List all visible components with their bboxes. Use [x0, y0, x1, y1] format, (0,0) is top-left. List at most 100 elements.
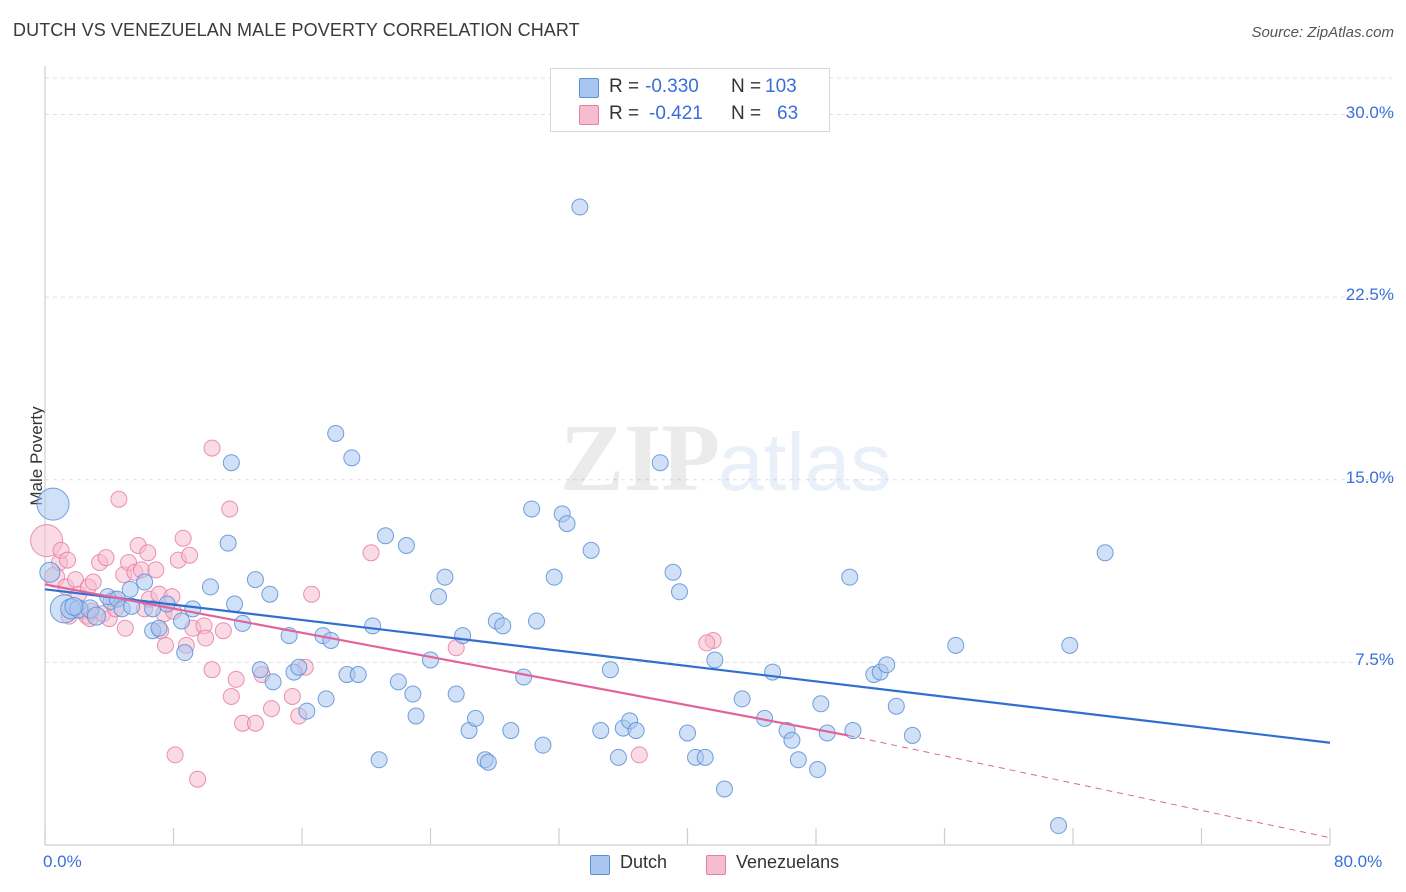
dutch-point — [571, 198, 589, 216]
dutch-point — [947, 636, 965, 654]
dutch-trend-line — [44, 588, 1331, 744]
dutch-point — [454, 627, 472, 645]
venezuelans-trend-line — [44, 583, 849, 737]
y-tick-label: 15.0% — [1345, 467, 1394, 487]
y-tick-label: 7.5% — [1355, 650, 1394, 670]
dutch-point — [397, 537, 415, 555]
legend-row-venezuelans: R = -0.421 N = 63 — [551, 101, 829, 127]
dutch-point — [64, 596, 84, 616]
dutch-point — [545, 568, 563, 586]
venezuelans-point — [84, 573, 102, 591]
venezuelans-point — [181, 546, 199, 564]
dutch-point — [327, 424, 345, 442]
dutch-point — [664, 563, 682, 581]
dutch-point — [479, 753, 497, 771]
dutch-point — [377, 527, 395, 545]
legend-n-label: N = — [731, 103, 762, 124]
legend-r-value: -0.421 — [649, 103, 703, 124]
dutch-point — [219, 534, 237, 552]
venezuelans-swatch — [706, 855, 726, 875]
source-label: Source: ZipAtlas.com — [1251, 24, 1394, 41]
dutch-point — [494, 617, 512, 635]
dutch-swatch — [579, 78, 599, 98]
dutch-point — [679, 724, 696, 742]
dutch-point — [696, 748, 714, 766]
dutch-point — [534, 736, 552, 754]
dutch-point — [601, 661, 619, 679]
dutch-point — [609, 748, 627, 766]
venezuelans-point — [214, 622, 232, 640]
svg-text:atlas: atlas — [718, 417, 891, 508]
dutch-point — [173, 612, 191, 630]
venezuelans-point — [698, 634, 716, 652]
legend-r-label: R = — [609, 76, 645, 97]
legend-label-dutch: Dutch — [620, 852, 668, 872]
venezuelans-point — [227, 670, 245, 688]
venezuelans-point — [222, 687, 240, 705]
venezuelans-point — [246, 714, 264, 732]
dutch-point — [389, 673, 407, 691]
dutch-point — [528, 612, 546, 630]
y-tick-label: 30.0% — [1345, 102, 1394, 122]
venezuelans-point — [116, 619, 134, 637]
dutch-point — [36, 487, 70, 521]
svg-text:ZIP: ZIP — [560, 404, 720, 511]
trend-lines — [44, 583, 1331, 839]
dutch-point — [261, 585, 279, 603]
dutch-point — [670, 583, 688, 601]
dutch-point — [841, 568, 859, 586]
venezuelans-point — [197, 629, 215, 647]
dutch-point — [466, 709, 484, 727]
dutch-point — [343, 449, 361, 467]
venezuelans-point — [362, 544, 380, 562]
x-tick-min: 0.0% — [43, 852, 82, 871]
venezuelans-point — [97, 549, 115, 567]
dutch-point — [651, 454, 669, 472]
venezuelans-point — [303, 585, 321, 603]
dutch-point — [436, 568, 454, 586]
legend-n-value: 63 — [777, 103, 799, 124]
legend-n-label: N = — [731, 76, 762, 97]
grid-lines — [45, 77, 1392, 663]
venezuelans-point — [174, 529, 192, 547]
venezuelans-point — [283, 687, 301, 705]
dutch-point — [322, 631, 340, 649]
dutch-point — [706, 651, 724, 669]
dutch-point — [251, 661, 269, 679]
axes — [44, 66, 1331, 846]
dutch-point — [812, 695, 830, 713]
x-tick-max: 80.0% — [1334, 852, 1383, 871]
dutch-point — [809, 761, 827, 779]
dutch-point — [515, 668, 533, 686]
venezuelans-point — [221, 500, 239, 518]
dutch-swatch — [590, 855, 610, 875]
dutch-point — [264, 673, 282, 691]
dutch-points — [36, 198, 1114, 835]
dutch-point — [121, 580, 139, 598]
correlation-legend: R = -0.330 N = 103 R = -0.421 N = 63 — [550, 68, 830, 132]
legend-row-dutch: R = -0.330 N = 103 — [551, 74, 829, 100]
dutch-point — [136, 573, 154, 591]
dutch-point — [592, 722, 610, 740]
dutch-point — [878, 656, 896, 674]
dutch-point — [582, 541, 600, 559]
dutch-point — [783, 731, 801, 749]
venezuelans-point — [630, 746, 648, 764]
dutch-point — [86, 606, 106, 626]
venezuelans-swatch — [579, 105, 599, 125]
venezuelans-trend-extension — [848, 734, 1331, 839]
venezuelans-point — [58, 551, 76, 569]
venezuelans-point — [147, 561, 165, 579]
y-tick-label: 22.5% — [1345, 285, 1394, 305]
dutch-point — [222, 454, 240, 472]
venezuelans-point — [110, 490, 128, 508]
dutch-point — [903, 726, 921, 744]
dutch-point — [407, 707, 425, 725]
dutch-point — [370, 751, 388, 769]
watermark: ZIP atlas — [560, 404, 891, 511]
chart-title: DUTCH VS VENEZUELAN MALE POVERTY CORRELA… — [13, 20, 580, 40]
dutch-point — [226, 595, 244, 613]
venezuelans-point — [139, 544, 157, 562]
dutch-point — [627, 722, 645, 740]
